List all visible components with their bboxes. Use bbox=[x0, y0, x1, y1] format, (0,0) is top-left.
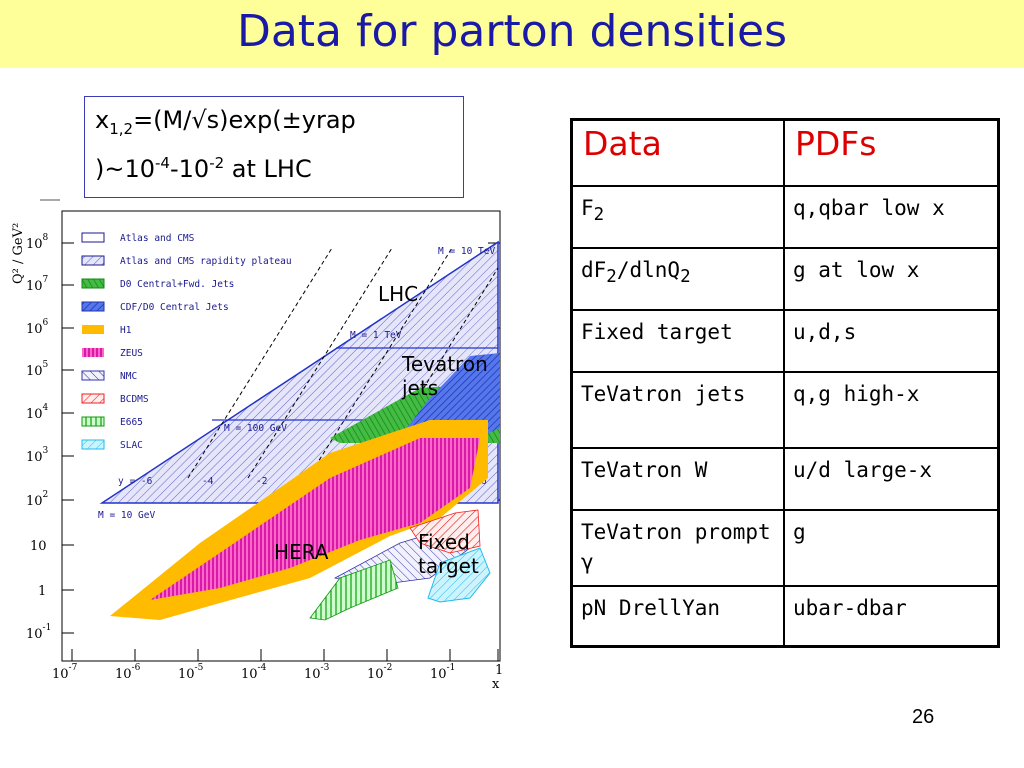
svg-text:107: 107 bbox=[26, 275, 49, 294]
fixed-target-label: Fixed target bbox=[418, 530, 479, 578]
plot-legend: Atlas and CMS Atlas and CMS rapidity pla… bbox=[81, 232, 292, 451]
table-cell-pdfs: g bbox=[783, 509, 1000, 587]
table-cell-data: Fixed target bbox=[570, 309, 785, 373]
svg-text:1: 1 bbox=[38, 584, 46, 599]
table-cell-pdfs: u,d,s bbox=[783, 309, 1000, 373]
svg-text:10-1: 10-1 bbox=[430, 663, 455, 682]
slide-title: Data for parton densities bbox=[236, 6, 788, 57]
table-row: Fixed target u,d,s bbox=[570, 309, 1000, 373]
svg-text:10-5: 10-5 bbox=[178, 663, 204, 682]
legend-swatch-atlas-cms-plateau bbox=[81, 255, 105, 266]
svg-text:10-4: 10-4 bbox=[241, 663, 267, 682]
svg-text:Atlas and CMS rapidity plateau: Atlas and CMS rapidity plateau bbox=[120, 256, 292, 267]
kinematic-plot: 108 107 106 105 104 103 102 10 1 10-1 10… bbox=[11, 199, 503, 688]
svg-text:H1: H1 bbox=[120, 325, 132, 336]
table-cell-data: TeVatron jets bbox=[570, 371, 785, 449]
table-cell-pdfs: g at low x bbox=[783, 247, 1000, 311]
svg-text:-4: -4 bbox=[202, 476, 214, 487]
svg-text:M = 100 GeV: M = 100 GeV bbox=[224, 423, 287, 434]
table-cell-data: F2 bbox=[570, 185, 785, 249]
table-cell-pdfs: q,qbar low x bbox=[783, 185, 1000, 249]
svg-text:10-2: 10-2 bbox=[367, 663, 392, 682]
svg-text:106: 106 bbox=[26, 318, 49, 337]
svg-text:104: 104 bbox=[26, 403, 49, 422]
svg-text:NMC: NMC bbox=[120, 371, 137, 382]
table-row: pN DrellYan ubar-dbar bbox=[570, 585, 1000, 647]
formula-line-2: )~10-4-10-2 at LHC bbox=[95, 153, 312, 183]
slac-region bbox=[427, 547, 491, 603]
svg-text:y = -6: y = -6 bbox=[118, 476, 153, 487]
table-cell-pdfs: q,g high-x bbox=[783, 371, 1000, 449]
x-ticks bbox=[71, 649, 499, 661]
zeus-region bbox=[150, 438, 480, 600]
svg-text:108: 108 bbox=[26, 233, 49, 252]
legend-swatch-bcdms bbox=[81, 393, 105, 404]
svg-text:105: 105 bbox=[26, 360, 49, 379]
svg-text:CDF/D0 Central Jets: CDF/D0 Central Jets bbox=[120, 302, 229, 313]
page-number: 26 bbox=[912, 706, 935, 728]
y-tick-labels: 108 107 106 105 104 103 102 10 1 10-1 bbox=[26, 233, 51, 642]
svg-text:10-1: 10-1 bbox=[26, 623, 51, 642]
table-cell-data: TeVatron prompt γ bbox=[570, 509, 785, 587]
x-axis-label: x bbox=[492, 677, 500, 688]
svg-text:D0 Central+Fwd. Jets: D0 Central+Fwd. Jets bbox=[120, 279, 234, 290]
table-cell-data: dF2/dlnQ2 bbox=[570, 247, 785, 311]
mass-labels: M = 10 TeV M = 1 TeV M = 100 GeV M = 10 … bbox=[98, 246, 495, 521]
svg-text:-2: -2 bbox=[256, 476, 267, 487]
legend-swatch-d0 bbox=[81, 278, 105, 289]
svg-text:10-6: 10-6 bbox=[115, 663, 141, 682]
data-pdf-table: Data PDFs F2 q,qbar low x dF2/dlnQ2 g at… bbox=[570, 118, 1000, 648]
legend-swatch-h1 bbox=[82, 325, 104, 334]
table-row: TeVatron jets q,g high-x bbox=[570, 371, 1000, 449]
tevatron-jets-label: Tevatron jets bbox=[402, 352, 488, 400]
svg-text:10-3: 10-3 bbox=[304, 663, 330, 682]
lhc-label: LHC bbox=[378, 282, 419, 306]
svg-text:M = 10 GeV: M = 10 GeV bbox=[98, 510, 155, 521]
table-cell-pdfs: u/d large-x bbox=[783, 447, 1000, 511]
legend-swatch-atlas-cms bbox=[81, 232, 105, 243]
table-row: TeVatron W u/d large-x bbox=[570, 447, 1000, 511]
table-header-pdfs: PDFs bbox=[783, 118, 1000, 187]
legend-swatch-cdf-d0 bbox=[81, 301, 105, 312]
svg-text:103: 103 bbox=[26, 446, 49, 465]
svg-text:ZEUS: ZEUS bbox=[120, 348, 143, 359]
formula-box: x1,2=(M/√s)exp(±yrap )~10-4-10-2 at LHC bbox=[84, 96, 464, 198]
y-axis-label: Q² / GeV² bbox=[11, 223, 26, 284]
e665-region bbox=[309, 559, 399, 621]
svg-text:Atlas and CMS: Atlas and CMS bbox=[120, 233, 195, 244]
table-cell-pdfs: ubar-dbar bbox=[783, 585, 1000, 647]
svg-text:M = 1 TeV: M = 1 TeV bbox=[350, 330, 402, 341]
title-bar bbox=[0, 0, 1024, 68]
svg-text:BCDMS: BCDMS bbox=[120, 394, 149, 405]
svg-text:6: 6 bbox=[481, 476, 487, 487]
formula-line-1: x1,2=(M/√s)exp(±yrap bbox=[95, 106, 356, 138]
bcdms-region bbox=[409, 509, 481, 554]
svg-text:E665: E665 bbox=[120, 417, 143, 428]
table-header-row: Data PDFs bbox=[570, 118, 1000, 187]
svg-text:M = 10 TeV: M = 10 TeV bbox=[438, 246, 495, 257]
svg-text:SLAC: SLAC bbox=[120, 440, 143, 451]
svg-text:1: 1 bbox=[495, 663, 503, 678]
table-row: TeVatron prompt γ g bbox=[570, 509, 1000, 587]
svg-text:102: 102 bbox=[26, 490, 48, 509]
legend-swatch-nmc bbox=[81, 370, 105, 381]
svg-text:10-7: 10-7 bbox=[52, 663, 78, 682]
hera-label: HERA bbox=[274, 540, 329, 564]
legend-swatch-zeus bbox=[82, 348, 104, 357]
legend-swatch-e665 bbox=[81, 416, 105, 427]
table-cell-data: pN DrellYan bbox=[570, 585, 785, 647]
x-tick-labels: 10-7 10-6 10-5 10-4 10-3 10-2 10-1 1 bbox=[52, 663, 503, 682]
table-row: dF2/dlnQ2 g at low x bbox=[570, 247, 1000, 311]
table-header-data: Data bbox=[570, 118, 785, 187]
table-row: F2 q,qbar low x bbox=[570, 185, 1000, 249]
legend-swatch-slac bbox=[81, 439, 105, 450]
table-cell-data: TeVatron W bbox=[570, 447, 785, 511]
svg-text:10: 10 bbox=[30, 539, 47, 554]
